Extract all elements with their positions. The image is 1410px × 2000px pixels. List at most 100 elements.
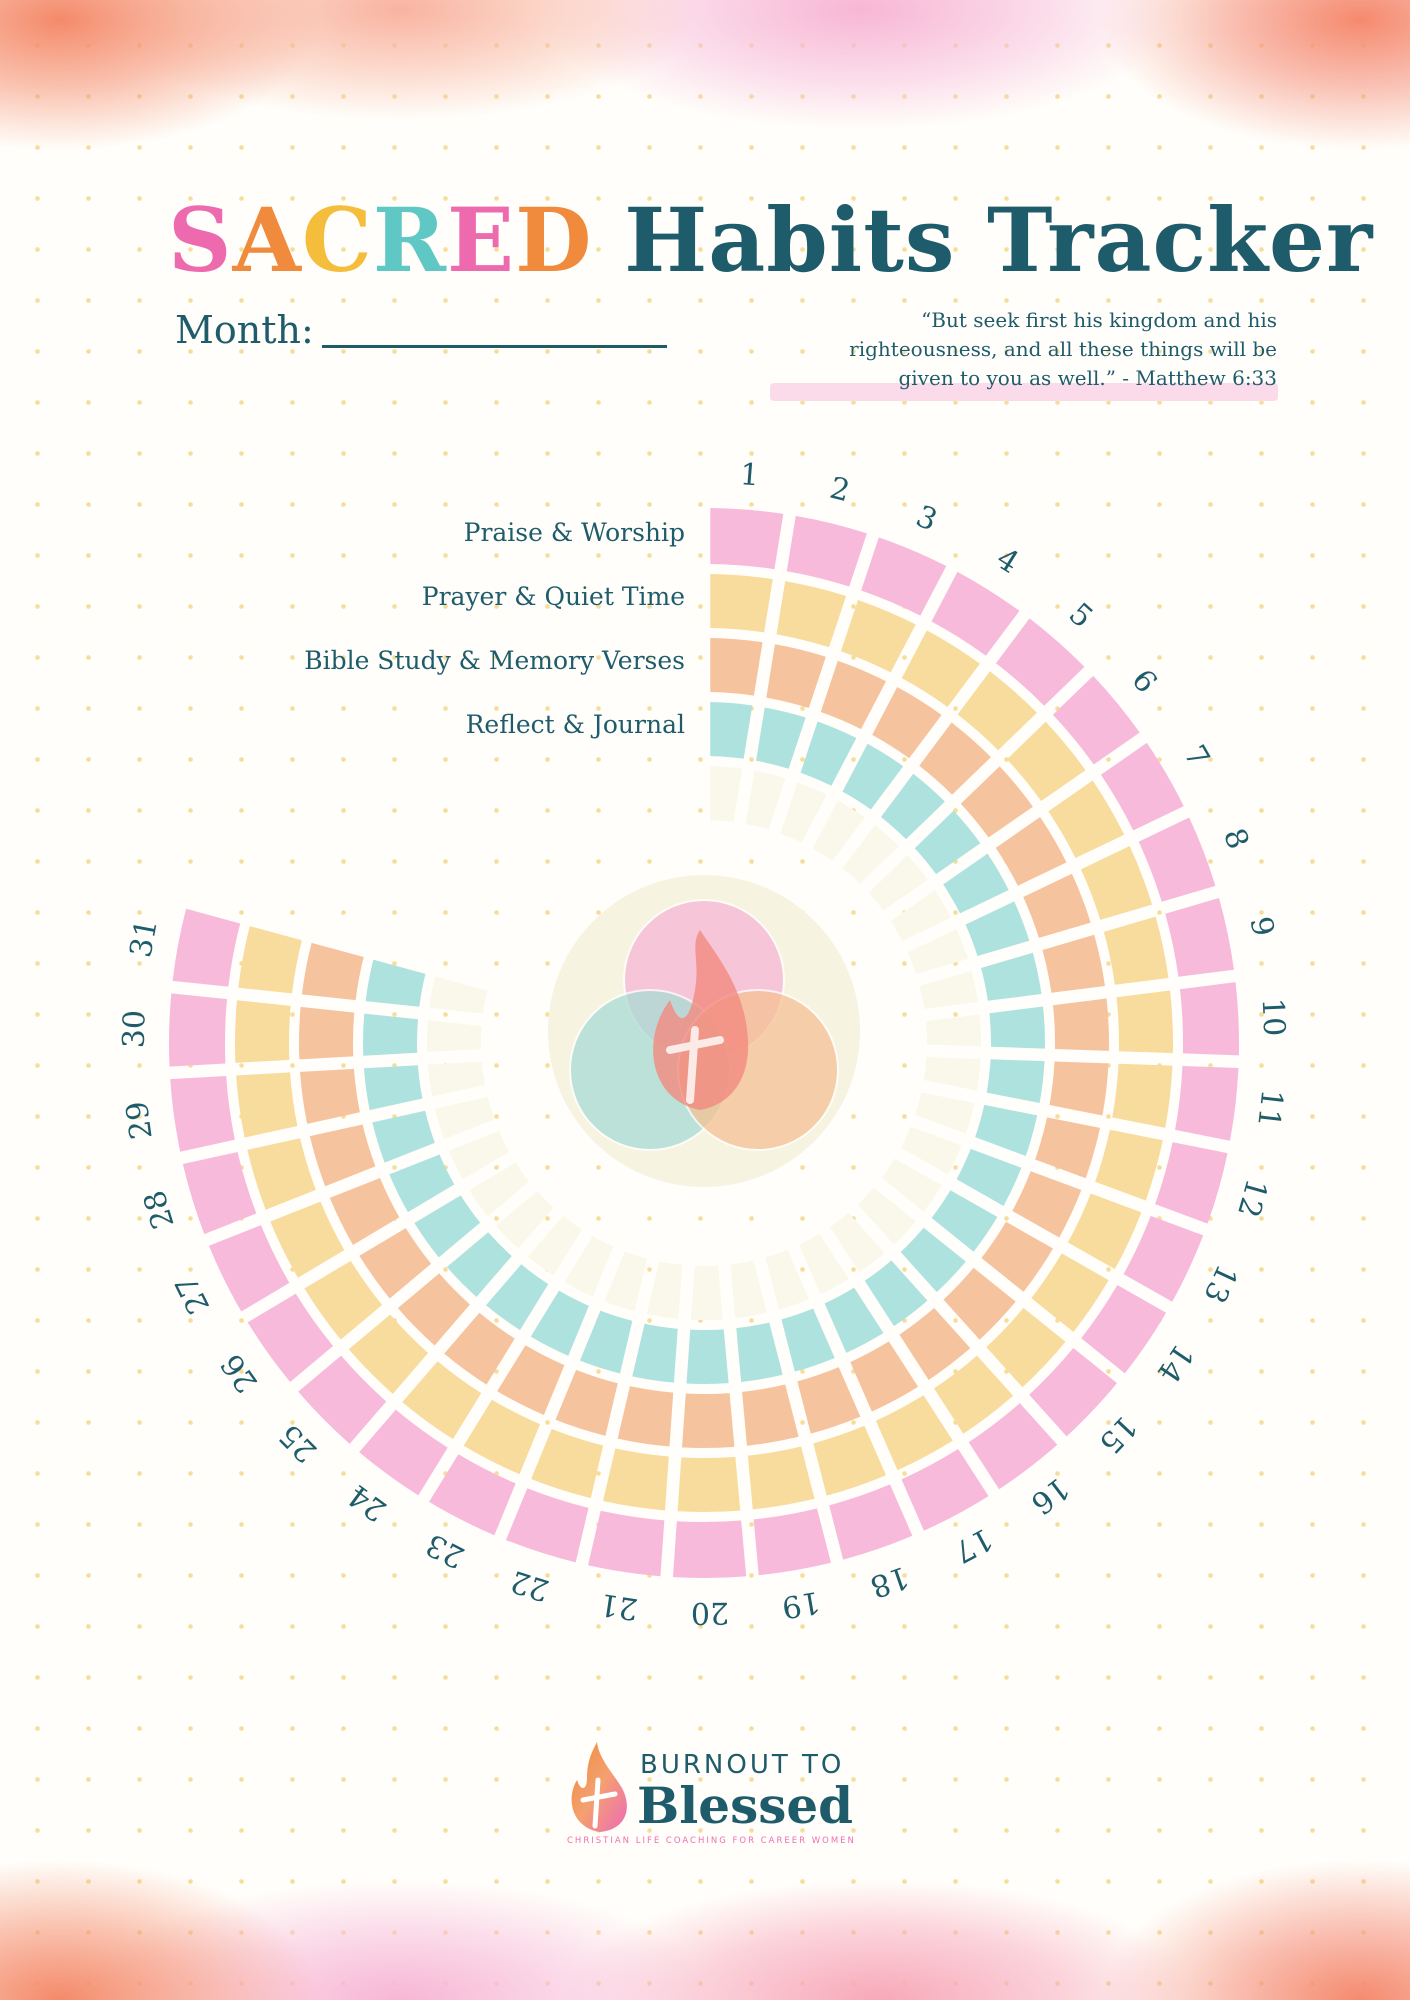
- blank-cell-day-11[interactable]: [923, 1057, 981, 1091]
- habit-cell-day-26[interactable]: [304, 1260, 383, 1340]
- habit-cell-day-23[interactable]: [530, 1290, 589, 1356]
- habit-cell-day-28[interactable]: [372, 1110, 435, 1163]
- habit-cell-day-30[interactable]: [299, 1006, 355, 1060]
- habit-cell-day-31[interactable]: [301, 942, 364, 1001]
- habit-cell-day-7[interactable]: [1100, 742, 1184, 831]
- blank-cell-day-23[interactable]: [564, 1236, 614, 1297]
- blank-cell-day-24[interactable]: [527, 1215, 582, 1276]
- habit-cell-day-22[interactable]: [579, 1310, 633, 1374]
- habit-cell-day-17[interactable]: [824, 1287, 884, 1353]
- habit-cell-day-15[interactable]: [1029, 1348, 1117, 1437]
- blank-cell-day-20[interactable]: [690, 1265, 723, 1320]
- habit-cell-day-16[interactable]: [899, 1308, 971, 1380]
- habit-cell-day-29[interactable]: [236, 1072, 298, 1138]
- habit-cell-day-16[interactable]: [864, 1260, 928, 1327]
- habit-cell-day-3[interactable]: [820, 660, 887, 730]
- blank-cell-day-29[interactable]: [427, 1061, 485, 1097]
- habit-cell-day-12[interactable]: [1035, 1117, 1101, 1179]
- habit-cell-day-2[interactable]: [786, 515, 867, 587]
- habit-cell-day-16[interactable]: [968, 1403, 1058, 1490]
- blank-cell-day-30[interactable]: [427, 1020, 482, 1053]
- habit-cell-day-29[interactable]: [363, 1065, 423, 1111]
- habit-cell-day-14[interactable]: [1031, 1253, 1109, 1332]
- habit-cell-day-6[interactable]: [960, 766, 1033, 838]
- habit-cell-day-1[interactable]: [710, 702, 753, 759]
- habit-cell-day-25[interactable]: [446, 1232, 512, 1297]
- blank-cell-day-8[interactable]: [907, 929, 968, 975]
- blank-cell-day-27[interactable]: [448, 1130, 510, 1180]
- blank-cell-day-21[interactable]: [646, 1261, 683, 1319]
- habit-cell-day-27[interactable]: [270, 1201, 345, 1278]
- blank-cell-day-15[interactable]: [857, 1187, 916, 1245]
- habit-cell-day-5[interactable]: [880, 773, 945, 840]
- habit-cell-day-23[interactable]: [463, 1399, 541, 1475]
- habit-cell-day-24[interactable]: [444, 1312, 515, 1385]
- habit-cell-day-5[interactable]: [919, 722, 991, 795]
- habit-cell-day-24[interactable]: [485, 1264, 549, 1331]
- habit-cell-day-29[interactable]: [300, 1068, 360, 1124]
- habit-cell-day-31[interactable]: [172, 908, 241, 987]
- habit-cell-day-31[interactable]: [365, 959, 426, 1007]
- habit-cell-day-4[interactable]: [931, 571, 1020, 656]
- habit-cell-day-3[interactable]: [861, 537, 947, 616]
- habit-cell-day-24[interactable]: [402, 1361, 482, 1440]
- habit-cell-day-15[interactable]: [900, 1227, 966, 1293]
- habit-cell-day-30[interactable]: [169, 993, 228, 1067]
- blank-cell-day-26[interactable]: [469, 1162, 530, 1217]
- habit-cell-day-21[interactable]: [587, 1510, 665, 1577]
- habit-cell-day-17[interactable]: [901, 1449, 989, 1531]
- blank-cell-day-10[interactable]: [925, 1014, 981, 1047]
- blank-cell-day-3[interactable]: [780, 782, 827, 843]
- habit-cell-day-13[interactable]: [956, 1148, 1022, 1206]
- habit-cell-day-13[interactable]: [1123, 1215, 1204, 1302]
- habit-cell-day-19[interactable]: [742, 1384, 799, 1446]
- habit-cell-day-8[interactable]: [965, 901, 1030, 956]
- habit-cell-day-21[interactable]: [603, 1448, 669, 1511]
- habit-cell-day-3[interactable]: [800, 721, 857, 786]
- habit-cell-day-30[interactable]: [234, 1000, 291, 1063]
- habit-cell-day-12[interactable]: [1155, 1142, 1228, 1224]
- habit-cell-day-28[interactable]: [309, 1124, 376, 1187]
- blank-cell-day-22[interactable]: [604, 1251, 647, 1312]
- habit-cell-day-18[interactable]: [797, 1367, 861, 1434]
- habit-cell-day-1[interactable]: [710, 508, 784, 570]
- blank-cell-day-1[interactable]: [710, 766, 743, 822]
- habit-cell-day-25[interactable]: [298, 1355, 387, 1444]
- blank-cell-day-9[interactable]: [919, 970, 978, 1009]
- habit-cell-day-5[interactable]: [957, 671, 1037, 751]
- habit-cell-day-9[interactable]: [981, 952, 1042, 1001]
- habit-cell-day-16[interactable]: [934, 1355, 1014, 1434]
- habit-cell-day-6[interactable]: [914, 810, 981, 875]
- habit-cell-day-26[interactable]: [414, 1195, 481, 1258]
- habit-cell-day-10[interactable]: [989, 1006, 1045, 1049]
- habit-cell-day-24[interactable]: [359, 1409, 448, 1496]
- habit-cell-day-5[interactable]: [995, 618, 1085, 706]
- habit-cell-day-22[interactable]: [555, 1369, 618, 1436]
- blank-cell-day-4[interactable]: [812, 800, 865, 861]
- blank-cell-day-16[interactable]: [830, 1212, 885, 1273]
- blank-cell-day-31[interactable]: [429, 976, 488, 1014]
- habit-cell-day-28[interactable]: [182, 1151, 257, 1235]
- habit-cell-day-19[interactable]: [747, 1446, 815, 1510]
- habit-cell-day-27[interactable]: [389, 1154, 455, 1213]
- blank-cell-day-13[interactable]: [900, 1126, 962, 1175]
- habit-cell-day-27[interactable]: [208, 1225, 290, 1312]
- habit-cell-day-10[interactable]: [1179, 982, 1239, 1056]
- habit-cell-day-7[interactable]: [943, 853, 1009, 914]
- habit-cell-day-10[interactable]: [1052, 998, 1109, 1051]
- habit-cell-day-17[interactable]: [875, 1395, 953, 1471]
- habit-cell-day-2[interactable]: [766, 644, 826, 709]
- blank-cell-day-19[interactable]: [730, 1260, 767, 1319]
- habit-cell-day-14[interactable]: [1081, 1285, 1167, 1374]
- habit-cell-day-31[interactable]: [238, 926, 302, 994]
- habit-cell-day-10[interactable]: [1116, 990, 1173, 1054]
- habit-cell-day-28[interactable]: [247, 1138, 316, 1210]
- habit-cell-day-9[interactable]: [1103, 916, 1169, 985]
- habit-cell-day-14[interactable]: [981, 1221, 1053, 1292]
- habit-cell-day-13[interactable]: [1012, 1171, 1082, 1238]
- habit-cell-day-12[interactable]: [1095, 1129, 1163, 1201]
- habit-cell-day-19[interactable]: [736, 1322, 783, 1382]
- habit-cell-day-8[interactable]: [1080, 846, 1153, 920]
- habit-cell-day-18[interactable]: [781, 1308, 835, 1372]
- habit-cell-day-25[interactable]: [397, 1273, 470, 1346]
